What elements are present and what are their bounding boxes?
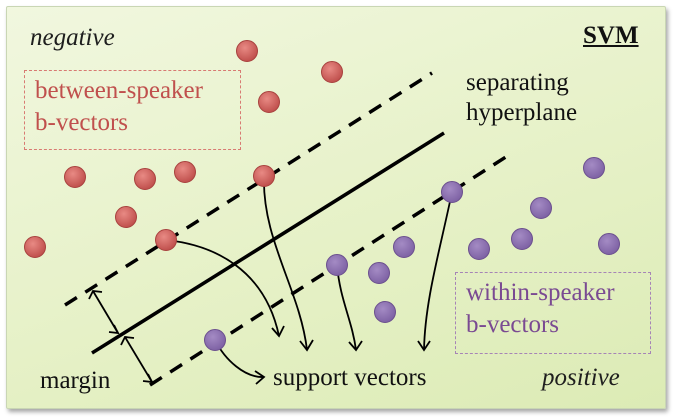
red-point [64,166,86,188]
support-arrow-4 [423,191,453,351]
red-point [134,168,156,190]
purple-point [326,254,348,276]
purple-point [530,197,552,219]
margin-arrow-lower [120,336,154,384]
between-speaker-line2: b-vectors [35,109,129,136]
hyperplane-label-line2: hyperplane [466,99,578,126]
separating-hyperplane-line [91,131,445,355]
purple-point [393,236,415,258]
red-point [236,40,258,62]
purple-point [374,301,396,323]
red-point [115,206,137,228]
negative-points [24,40,343,258]
red-point [174,161,196,183]
hyperplane-label: separating hyperplane [466,68,577,128]
purple-point [468,238,490,260]
between-speaker-box: between-speaker b-vectors [24,70,241,150]
within-speaker-line2: b-vectors [466,311,560,338]
between-speaker-line1: between-speaker [35,77,203,104]
margin-label: margin [40,367,111,394]
support-arrow-3 [336,264,357,351]
positive-label: positive [542,364,620,391]
support-vectors-label: support vectors [273,364,427,391]
purple-point [511,228,533,250]
positive-points [204,157,620,351]
margin-arrow-upper [88,290,120,335]
within-speaker-line1: within-speaker [466,279,615,306]
red-point [253,165,275,187]
red-point [155,229,177,251]
upper-margin-line [64,71,433,307]
support-arrow-1 [165,239,280,337]
within-speaker-box: within-speaker b-vectors [455,272,651,354]
red-point [258,91,280,113]
purple-point [583,157,605,179]
red-point [321,61,343,83]
purple-point [441,181,463,203]
hyperplane-label-line1: separating [466,69,569,96]
support-arrow-2 [263,175,308,351]
red-point [24,236,46,258]
purple-point [598,233,620,255]
negative-label: negative [30,24,115,51]
purple-point [368,262,390,284]
purple-point [204,329,226,351]
svm-title: SVM [583,22,639,49]
